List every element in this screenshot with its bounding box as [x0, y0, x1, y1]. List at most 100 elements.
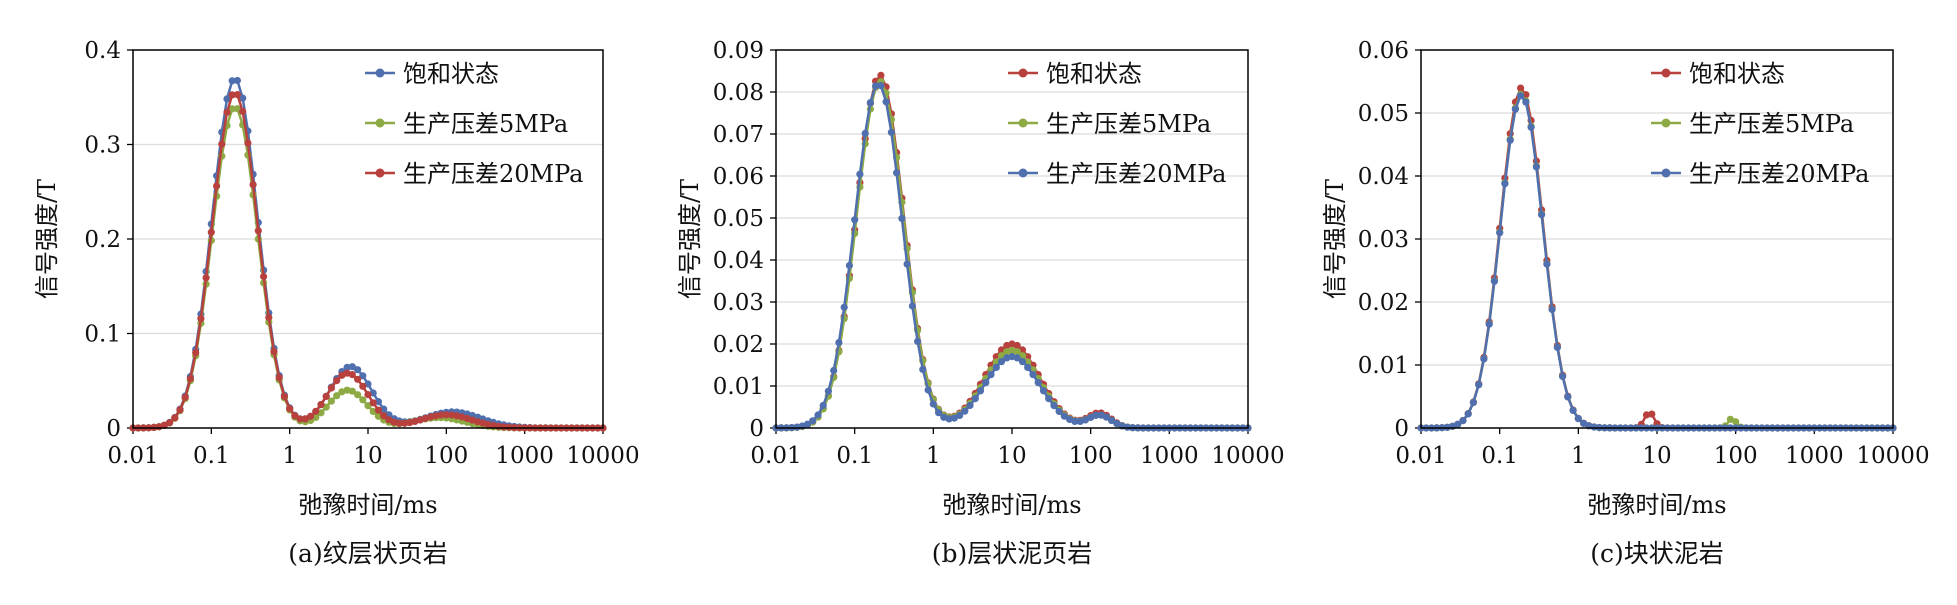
data-point	[275, 374, 283, 382]
chart-panel-1: 0 0.1 0.2 0.3 0.4 0.01 0.1 1 10 100 1000 10000 饱和状态生…	[33, 38, 640, 568]
legend-label: 生产压差5MPa	[1046, 110, 1211, 138]
data-point	[893, 169, 901, 177]
panel-caption: (c)块状泥岩	[1590, 539, 1724, 568]
data-point	[861, 129, 869, 137]
y-axis-title: 信号强度/T	[676, 179, 704, 299]
data-point	[442, 411, 450, 419]
legend-label: 生产压差20MPa	[1689, 160, 1870, 188]
data-point	[814, 411, 822, 419]
data-point	[1045, 395, 1053, 403]
data-point	[354, 375, 362, 383]
y-tick-label: 0.09	[713, 38, 764, 64]
x-tick-label: 0.01	[750, 443, 801, 469]
data-point	[249, 181, 257, 189]
data-point	[1538, 211, 1546, 219]
data-point	[1013, 341, 1021, 350]
data-point	[260, 272, 268, 281]
data-point	[919, 365, 927, 373]
data-point	[1108, 416, 1116, 424]
legend-swatch-marker	[375, 168, 385, 178]
data-point	[1543, 260, 1551, 268]
legend-label: 饱和状态	[1046, 60, 1142, 88]
data-point	[233, 105, 241, 113]
data-point	[192, 349, 200, 357]
data-point	[1548, 305, 1556, 314]
x-tick-label: 10000	[1856, 443, 1929, 469]
data-point	[312, 407, 320, 415]
data-point	[233, 76, 241, 85]
legend-swatch-marker	[1661, 68, 1671, 78]
x-tick-label: 10	[997, 443, 1026, 469]
data-point	[908, 302, 917, 310]
data-point	[872, 82, 880, 90]
y-tick-label: 0.4	[84, 38, 121, 64]
data-point	[1506, 136, 1514, 144]
data-point	[924, 386, 932, 394]
data-point	[348, 371, 356, 379]
data-point	[1590, 423, 1598, 431]
data-point	[1013, 354, 1021, 362]
data-point	[223, 108, 231, 116]
y-tick-label: 0.07	[713, 122, 764, 148]
y-tick-label: 0.1	[84, 322, 121, 348]
data-point	[265, 313, 273, 322]
x-tick-label: 100	[1069, 443, 1113, 469]
x-tick-label: 10	[353, 443, 382, 469]
data-point	[228, 77, 236, 85]
plot-frame	[775, 49, 1249, 429]
data-point	[856, 170, 864, 178]
data-point	[228, 91, 236, 99]
data-point	[898, 214, 906, 222]
data-point	[1642, 411, 1651, 419]
data-point	[1732, 418, 1740, 426]
chart-panel-3: 00.010.020.030.040.050.060.01 0.1 1 10 100 10…	[1321, 38, 1930, 568]
y-tick-label: 0.08	[713, 80, 764, 106]
data-point	[1055, 407, 1063, 416]
data-point	[982, 379, 990, 387]
data-point	[327, 397, 335, 405]
y-tick-label: 0.03	[1358, 227, 1409, 253]
data-point	[1490, 277, 1498, 285]
data-point	[197, 315, 205, 323]
x-tick-label: 1	[926, 443, 941, 469]
data-point	[270, 348, 278, 356]
y-tick-label: 0.06	[713, 164, 764, 190]
legend-label: 生产压差20MPa	[403, 160, 584, 188]
x-tick-label: 1000	[495, 443, 554, 469]
data-point	[1013, 348, 1021, 356]
data-point	[1496, 229, 1504, 237]
data-point	[866, 99, 875, 107]
plot-frame	[132, 49, 604, 429]
legend-label: 饱和状态	[1689, 60, 1785, 88]
data-point	[992, 363, 1000, 371]
x-tick-label: 100	[424, 443, 468, 469]
x-tick-label: 1000	[1785, 443, 1844, 469]
x-tick-label: 100	[1714, 443, 1758, 469]
legend-swatch-marker	[1018, 68, 1028, 78]
data-point	[1564, 393, 1572, 401]
legend-swatch-marker	[1018, 118, 1028, 128]
x-tick-label: 1000	[1140, 443, 1199, 469]
series-2	[1417, 90, 1897, 432]
y-tick-label: 0.04	[1358, 164, 1409, 190]
data-point	[976, 387, 985, 395]
data-point	[1517, 84, 1525, 92]
data-point	[380, 412, 388, 420]
data-point	[819, 401, 827, 410]
data-point	[1532, 163, 1540, 171]
x-tick-label: 0.01	[1395, 443, 1446, 469]
data-point	[374, 412, 382, 420]
data-point	[961, 407, 969, 415]
x-axis-title: 弛豫时间/ms	[298, 491, 437, 519]
data-point	[1569, 406, 1577, 414]
chart-panel-2: 00.010.020.030.040.050.060.070.080.090.0…	[676, 38, 1285, 568]
legend-swatch-marker	[1661, 168, 1671, 178]
data-point	[1454, 420, 1462, 428]
y-tick-label: 0.02	[713, 332, 764, 358]
data-point	[1485, 320, 1493, 328]
data-point	[971, 395, 979, 403]
plot-frame	[1420, 49, 1894, 429]
data-point	[929, 400, 937, 408]
data-point	[1517, 92, 1525, 100]
data-point	[359, 396, 367, 404]
